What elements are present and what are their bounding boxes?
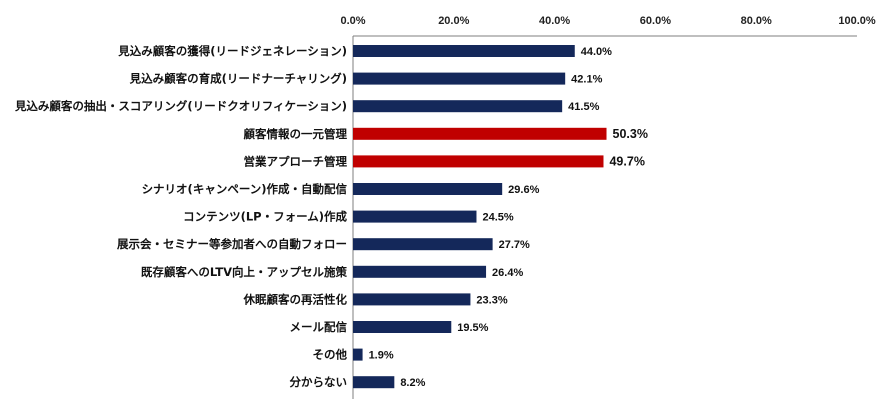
category-label: 見込み顧客の育成(リードナーチャリング): [129, 72, 347, 86]
data-label: 27.7%: [499, 239, 530, 251]
data-label: 1.9%: [369, 350, 394, 362]
bar: [353, 265, 487, 278]
data-label: 49.7%: [609, 154, 644, 168]
category-label: メール配信: [290, 320, 348, 334]
bar: [353, 293, 471, 306]
data-label: 23.3%: [476, 294, 507, 306]
category-label: 見込み顧客の抽出・スコアリング(リードクオリフィケーション): [14, 99, 347, 113]
data-label: 19.5%: [457, 322, 488, 334]
category-label: コンテンツ(LP・フォーム)作成: [183, 210, 347, 224]
bar: [353, 45, 575, 57]
data-label: 24.5%: [482, 212, 513, 224]
data-label: 44.0%: [581, 46, 612, 58]
x-tick-label: 100.0%: [838, 15, 876, 27]
category-label: 展示会・セミナー等参加者への自動フォロー: [116, 237, 347, 251]
x-tick-label: 60.0%: [640, 15, 671, 27]
bar: [353, 183, 503, 195]
bar: [353, 100, 563, 113]
category-label: 見込み顧客の獲得(リードジェネレーション): [117, 44, 347, 58]
x-tick-label: 40.0%: [539, 15, 570, 27]
bar: [353, 127, 607, 140]
bar: [353, 376, 395, 389]
bar: [353, 72, 566, 85]
category-label: 顧客情報の一元管理: [244, 127, 348, 141]
data-label: 26.4%: [492, 267, 523, 279]
category-label: 分からない: [290, 375, 348, 389]
bar: [353, 238, 493, 251]
data-label: 29.6%: [508, 184, 539, 196]
x-tick-label: 80.0%: [741, 15, 772, 27]
bar: [353, 321, 452, 333]
category-label: 休眠顧客の再活性化: [243, 292, 348, 306]
data-label: 41.5%: [568, 101, 599, 113]
category-label: 既存顧客へのLTV向上・アップセル施策: [141, 265, 348, 279]
category-label: その他: [313, 348, 348, 362]
data-label: 50.3%: [613, 127, 648, 141]
bar: [353, 210, 477, 223]
x-tick-label: 20.0%: [438, 15, 469, 27]
category-label: 営業アプローチ管理: [244, 154, 348, 168]
data-label: 42.1%: [571, 74, 602, 86]
bar: [353, 155, 604, 168]
category-label: シナリオ(キャンペーン)作成・自動配信: [142, 182, 348, 196]
x-tick-label: 0.0%: [340, 15, 365, 27]
bar: [353, 348, 363, 361]
data-label: 8.2%: [400, 377, 425, 389]
